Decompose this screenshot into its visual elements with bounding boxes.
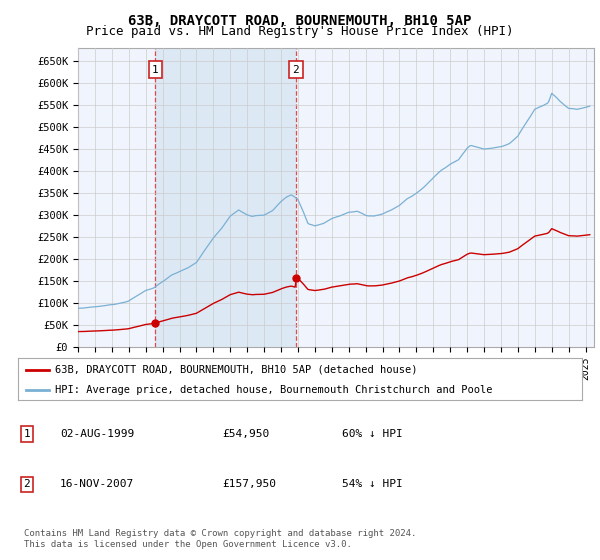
Text: £54,950: £54,950 [222, 429, 269, 439]
Text: 60% ↓ HPI: 60% ↓ HPI [342, 429, 403, 439]
Text: 63B, DRAYCOTT ROAD, BOURNEMOUTH, BH10 5AP: 63B, DRAYCOTT ROAD, BOURNEMOUTH, BH10 5A… [128, 14, 472, 28]
Text: Price paid vs. HM Land Registry's House Price Index (HPI): Price paid vs. HM Land Registry's House … [86, 25, 514, 38]
Text: 54% ↓ HPI: 54% ↓ HPI [342, 479, 403, 489]
Text: 2: 2 [23, 479, 31, 489]
Text: 1: 1 [152, 64, 159, 74]
Text: £157,950: £157,950 [222, 479, 276, 489]
Bar [155, 48, 296, 347]
Text: 63B, DRAYCOTT ROAD, BOURNEMOUTH, BH10 5AP (detached house): 63B, DRAYCOTT ROAD, BOURNEMOUTH, BH10 5A… [55, 365, 417, 375]
Text: 16-NOV-2007: 16-NOV-2007 [60, 479, 134, 489]
Text: 1: 1 [23, 429, 31, 439]
Text: 02-AUG-1999: 02-AUG-1999 [60, 429, 134, 439]
Text: 2: 2 [293, 64, 299, 74]
Text: HPI: Average price, detached house, Bournemouth Christchurch and Poole: HPI: Average price, detached house, Bour… [55, 385, 492, 395]
Text: Contains HM Land Registry data © Crown copyright and database right 2024.
This d: Contains HM Land Registry data © Crown c… [24, 529, 416, 549]
